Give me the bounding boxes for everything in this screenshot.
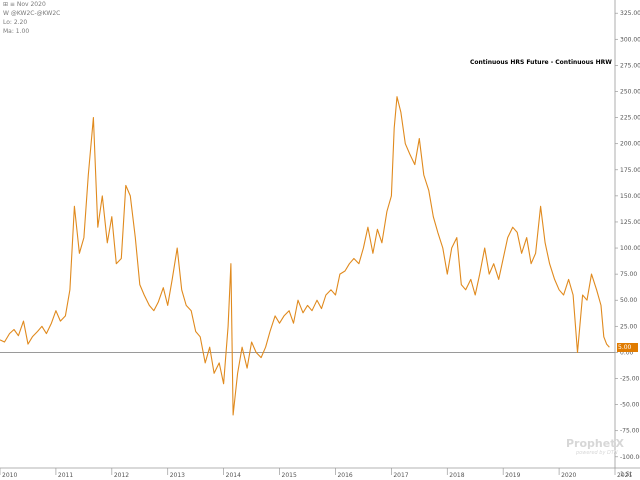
watermark-tagline: powered by DTN (576, 450, 618, 456)
y-tick-label: 75.00 (620, 271, 637, 278)
corner-label: 1 St (620, 471, 632, 478)
y-tick-label: -75.00 (620, 428, 640, 435)
y-tick-label: 0.00 (620, 349, 634, 356)
x-tick-label: 2019 (505, 472, 520, 479)
x-tick-label: 2014 (226, 472, 241, 479)
x-tick-label: 2021 (617, 472, 632, 479)
y-tick-label: 275.00 (620, 62, 640, 69)
y-tick-label: 50.00 (620, 297, 637, 304)
x-tick-label: 2010 (2, 472, 17, 479)
x-tick-label: 2015 (282, 472, 297, 479)
x-tick-label: 2016 (337, 472, 352, 479)
y-tick-label: 25.00 (620, 323, 637, 330)
x-tick-label: 2011 (58, 472, 73, 479)
y-tick-label: 225.00 (620, 115, 640, 122)
y-tick-label: 300.00 (620, 36, 640, 43)
y-tick-label: -50.00 (620, 402, 640, 409)
x-tick-label: 2018 (449, 472, 464, 479)
y-tick-label: 150.00 (620, 193, 640, 200)
header-date: ⊞ ≡ Nov 2020 (3, 1, 46, 8)
header-ma: Ma: 1.00 (3, 28, 30, 35)
x-tick-label: 2012 (114, 472, 129, 479)
series-line (0, 96, 610, 416)
x-tick-label: 2013 (170, 472, 185, 479)
y-tick-label: -100.00 (620, 454, 640, 461)
y-tick-label: -25.00 (620, 376, 640, 383)
header-low: Lo: 2.20 (3, 19, 28, 26)
y-tick-label: 200.00 (620, 141, 640, 148)
y-tick-label: 125.00 (620, 219, 640, 226)
y-tick-label: 100.00 (620, 245, 640, 252)
watermark-logo: ProphetX (566, 437, 624, 450)
y-tick-label: 325.00 (620, 10, 640, 17)
y-tick-label: 250.00 (620, 88, 640, 95)
last-price-tag: 5.00 (617, 342, 638, 352)
x-tick-label: 2017 (393, 472, 408, 479)
header-symbol: W @KW2C-@KW2C (3, 10, 61, 17)
y-tick-label: 175.00 (620, 167, 640, 174)
x-tick-label: 2020 (561, 472, 576, 479)
chart-title: Continuous HRS Future - Continuous HRW (470, 59, 612, 66)
